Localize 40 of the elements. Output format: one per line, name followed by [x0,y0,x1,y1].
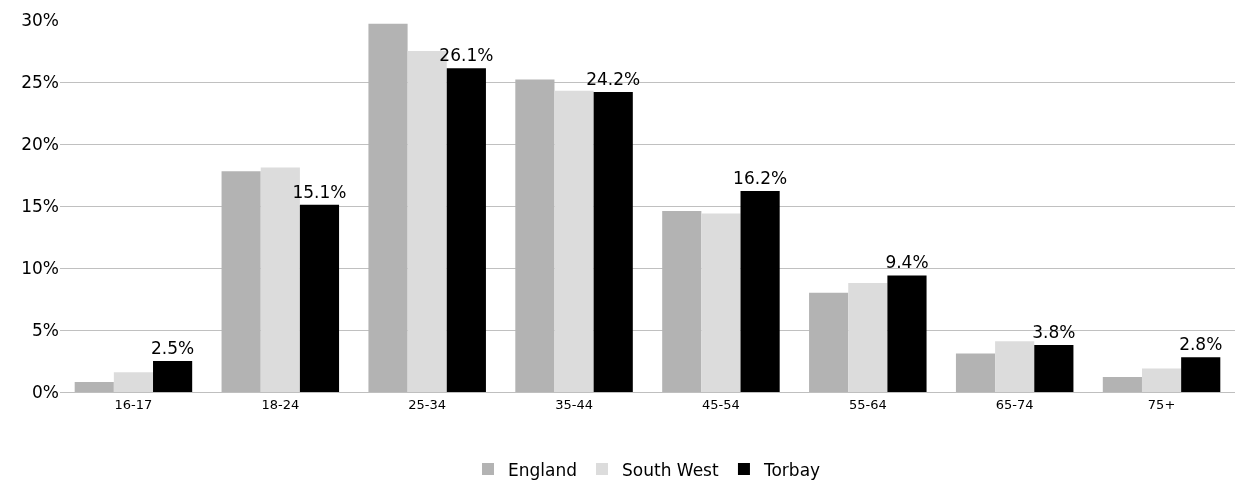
legend-label: South West [622,459,719,480]
bar [113,372,154,392]
bar [848,282,888,392]
y-tick-label: 30% [21,9,59,30]
x-tick-label: 35-44 [555,396,593,412]
bar [1034,344,1074,392]
legend-label: Torbay [762,459,821,480]
bar [299,204,340,392]
bar [1181,357,1221,392]
data-label: 3.8% [1032,321,1076,342]
x-tick-label: 16-17 [114,396,153,412]
y-tick-label: 10% [21,257,59,278]
bar [554,90,594,392]
y-tick-label: 25% [21,71,59,92]
y-tick-label: 15% [21,195,59,216]
data-label: 2.8% [1179,334,1223,355]
x-tick-label: 75+ [1147,396,1176,412]
bar [593,91,633,392]
x-tick-label: 65-74 [995,396,1034,412]
bar [995,341,1035,392]
bar [1141,368,1182,392]
legend-label: England [508,459,578,480]
y-tick-label: 5% [32,319,59,340]
data-label: 24.2% [586,68,641,89]
bar [701,213,741,392]
bar [446,68,486,392]
y-tick-label: 20% [21,133,59,154]
data-label: 9.4% [885,252,929,273]
bar [153,361,193,392]
data-label: 16.2% [733,168,788,189]
x-tick-label: 45-54 [702,396,740,412]
x-tick-label: 25-34 [408,396,447,412]
x-tick-label: 18-24 [261,396,300,412]
data-label: 2.5% [151,338,195,358]
bar [740,191,780,392]
bar [887,275,927,392]
data-label: 15.1% [292,181,347,202]
x-tick-label: 55-64 [848,396,887,412]
data-label: 26.1% [439,45,494,66]
y-tick-label: 0% [32,381,59,402]
